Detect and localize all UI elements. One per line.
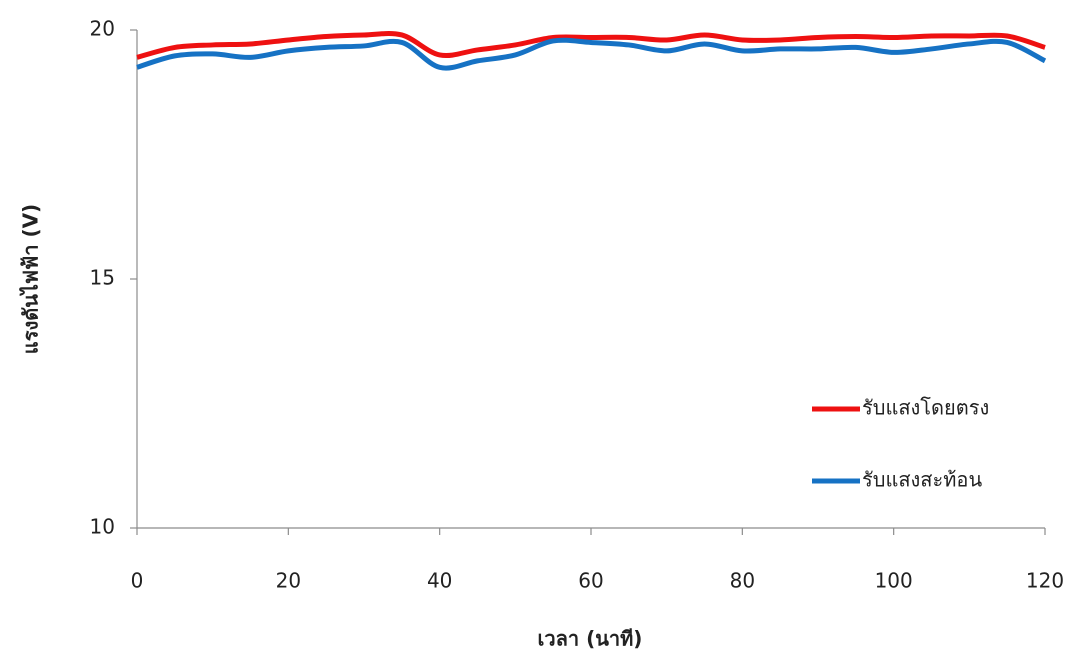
y-tick-label: 20 bbox=[90, 17, 115, 41]
series-line bbox=[137, 40, 1045, 68]
legend-label: รับแสงสะท้อน bbox=[862, 468, 982, 492]
legend-label: รับแสงโดยตรง bbox=[862, 396, 989, 420]
x-tick-label: 80 bbox=[730, 569, 755, 593]
y-axis-label: แรงดันไฟฟ้า (V) bbox=[19, 204, 43, 354]
y-tick-label: 10 bbox=[90, 515, 115, 539]
x-tick-label: 120 bbox=[1026, 569, 1064, 593]
x-tick-label: 100 bbox=[875, 569, 913, 593]
x-tick-label: 20 bbox=[276, 569, 301, 593]
y-tick-label: 15 bbox=[90, 266, 115, 290]
x-tick-label: 0 bbox=[131, 569, 144, 593]
x-tick-label: 60 bbox=[578, 569, 603, 593]
chart: เวลา (นาที) แรงดันไฟฟ้า (V) 10 15 20 0 20 40 6… bbox=[0, 0, 1073, 657]
x-axis-label: เวลา (นาที) bbox=[538, 627, 643, 651]
x-tick-label: 40 bbox=[427, 569, 452, 593]
